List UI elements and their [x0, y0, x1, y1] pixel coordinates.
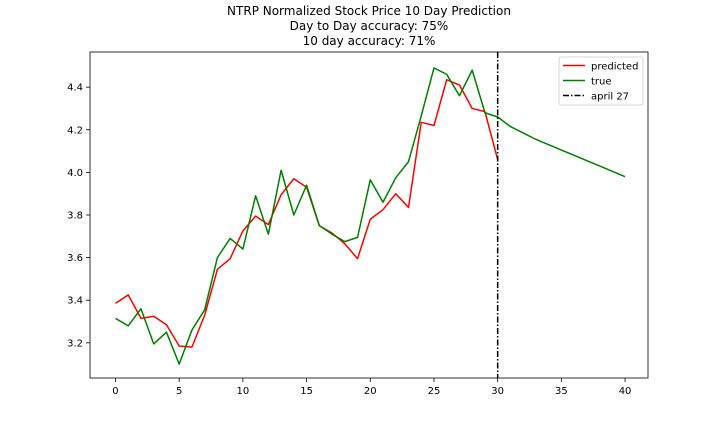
plot-frame: [89, 51, 649, 379]
x-tick-label: 20: [364, 386, 377, 397]
chart-title: NTRP Normalized Stock Price 10 Day Predi…: [227, 4, 511, 18]
x-tick-label: 40: [619, 386, 632, 397]
series-layer: [115, 52, 626, 378]
x-tick-label: 0: [112, 386, 118, 397]
legend-april27-label: april 27: [591, 92, 629, 103]
x-tick-label: 15: [300, 386, 313, 397]
y-tick-label: 4.4: [67, 83, 83, 94]
y-tick-label: 3.4: [67, 296, 83, 307]
y-tick-label: 3.6: [67, 253, 83, 264]
x-tick-label: 35: [555, 386, 568, 397]
y-tick-label: 4.2: [67, 125, 83, 136]
legend: predicted true april 27: [558, 56, 644, 106]
x-tick-label: 30: [491, 386, 504, 397]
x-tick-label: 25: [428, 386, 441, 397]
axis-ticks: 0 5 10 15 20 25 30 35 40 3.2 3.4 3.6 3.8 4.0 4.2 4.4: [67, 83, 631, 397]
x-tick-label: 10: [237, 386, 250, 397]
y-tick-label: 3.8: [67, 211, 83, 222]
legend-predicted-label: predicted: [591, 62, 638, 73]
y-tick-label: 3.2: [67, 338, 83, 349]
chart-subtitle-day-accuracy: Day to Day accuracy: 75%: [289, 19, 449, 33]
y-tick-label: 4.0: [67, 168, 83, 179]
chart-subtitle-10day-accuracy: 10 day accuracy: 71%: [302, 34, 436, 48]
series-line-true: [115, 67, 626, 365]
x-tick-label: 5: [176, 386, 182, 397]
legend-true-label: true: [591, 77, 612, 88]
series-line-predicted: [115, 78, 499, 348]
legend-box: [558, 56, 644, 106]
